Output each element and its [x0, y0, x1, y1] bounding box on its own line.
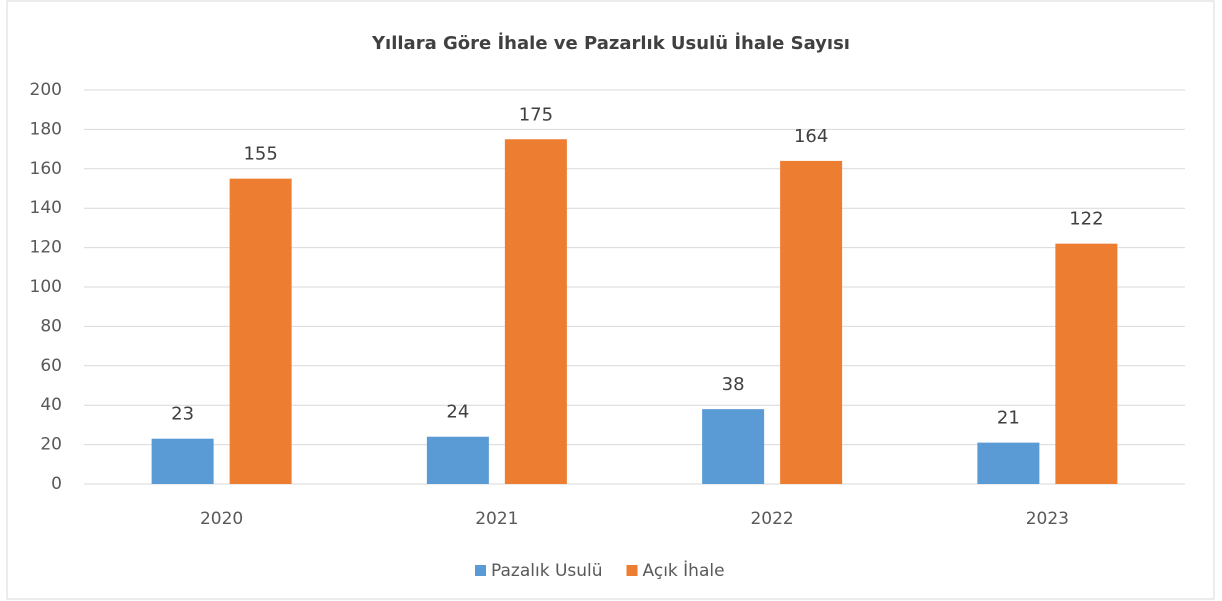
bar	[702, 409, 765, 484]
bar	[1055, 243, 1118, 484]
x-tick-label: 2022	[750, 509, 793, 529]
data-label: 38	[722, 374, 745, 395]
bar	[229, 178, 292, 484]
legend-swatch	[475, 565, 486, 576]
chart-title: Yıllara Göre İhale ve Pazarlık Usulü İha…	[371, 32, 850, 54]
data-label: 23	[171, 404, 194, 425]
data-label: 24	[446, 402, 469, 423]
y-tick-label: 0	[51, 474, 62, 494]
bar	[977, 442, 1040, 484]
y-tick-label: 200	[30, 80, 62, 100]
x-tick-label: 2020	[200, 509, 243, 529]
x-tick-label: 2023	[1026, 509, 1069, 529]
legend-swatch	[626, 565, 638, 576]
x-tick-label: 2021	[475, 509, 518, 529]
y-tick-label: 100	[30, 277, 62, 297]
y-tick-label: 140	[30, 198, 62, 218]
data-label: 155	[243, 144, 277, 165]
data-label: 21	[997, 408, 1020, 429]
y-tick-label: 160	[30, 159, 62, 179]
y-tick-label: 180	[30, 119, 62, 139]
data-label: 175	[519, 104, 553, 125]
legend-label: Açık İhale	[643, 560, 725, 581]
y-tick-label: 80	[40, 316, 62, 336]
chart-border	[6, 0, 1215, 600]
bar	[151, 438, 214, 484]
bar	[426, 436, 489, 484]
legend-label: Pazalık Usulü	[491, 561, 603, 581]
data-label: 122	[1069, 209, 1103, 230]
y-tick-label: 40	[40, 395, 62, 415]
bar	[504, 139, 567, 484]
y-tick-label: 20	[40, 435, 62, 455]
data-label: 164	[794, 126, 828, 147]
y-tick-label: 60	[40, 356, 62, 376]
y-tick-label: 120	[30, 238, 62, 258]
bar	[780, 160, 843, 485]
